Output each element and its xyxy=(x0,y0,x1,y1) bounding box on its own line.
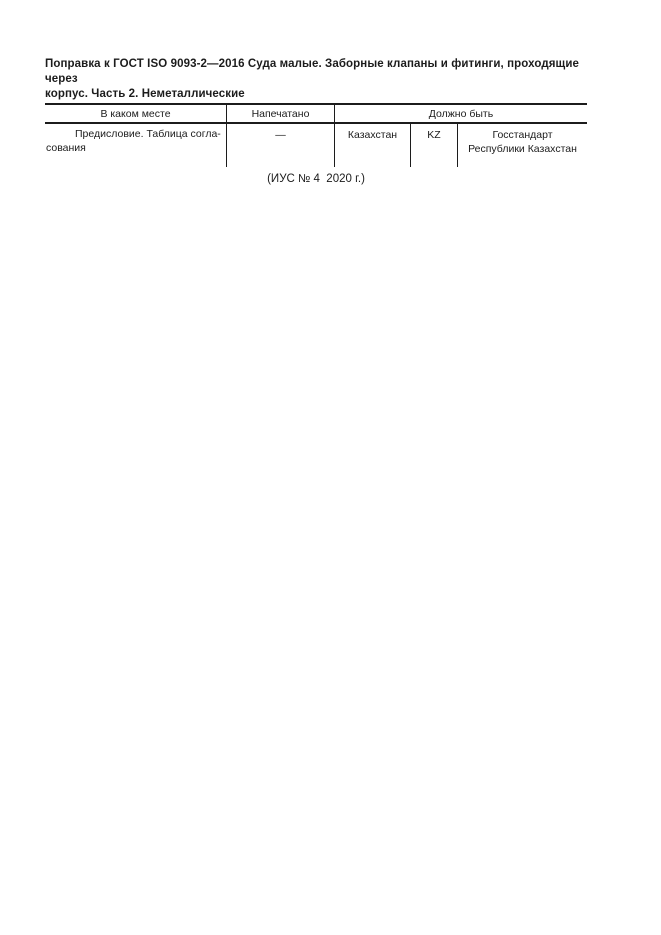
cell-location: Предисловие. Таблица согла- сования xyxy=(45,124,226,167)
col-header-location: В каком месте xyxy=(100,107,171,120)
col-header-should-be: Должно быть xyxy=(334,105,587,122)
document-title: Поправка к ГОСТ ISO 9093-2—2016 Суда мал… xyxy=(45,57,605,102)
cell-location-line-1: Предисловие. Таблица согла- xyxy=(75,128,221,140)
cell-country: Казахстан xyxy=(334,124,410,167)
cell-location-line-2: сования xyxy=(46,141,86,154)
correction-table: В каком месте Напечатано Должно быть Пре… xyxy=(45,103,587,167)
cell-authority: Госстандарт Республики Казахстан xyxy=(457,124,587,167)
cell-authority-line-1: Госстандарт xyxy=(492,129,553,141)
table-header-row: В каком месте Напечатано Должно быть xyxy=(45,105,587,124)
ius-caption: (ИУС № 4 2020 г.) xyxy=(267,173,365,185)
cell-country-code: KZ xyxy=(410,124,457,167)
document-title-line-2: корпус. Часть 2. Неметаллические xyxy=(45,88,245,100)
col-header-printed: Напечатано xyxy=(226,105,334,122)
cell-printed-dash: — xyxy=(226,124,334,167)
document-title-line-1: Поправка к ГОСТ ISO 9093-2—2016 Суда мал… xyxy=(45,58,580,85)
table-row: Предисловие. Таблица согла- сования — Ка… xyxy=(45,124,587,167)
cell-authority-line-2: Республики Казахстан xyxy=(468,142,577,155)
